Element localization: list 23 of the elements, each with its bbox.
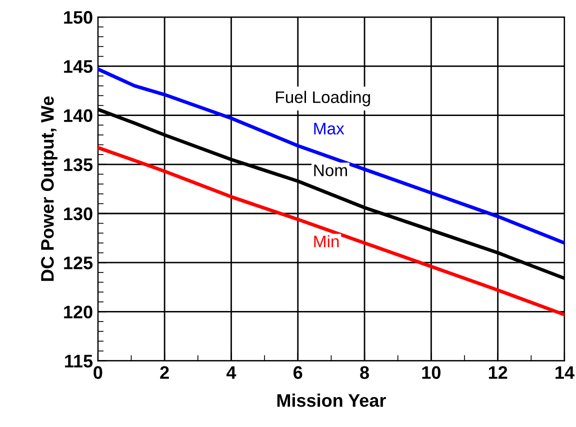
y-tick-label: 120 (64, 306, 92, 318)
x-tick-label: 2 (160, 366, 169, 379)
x-tick-label: 12 (488, 366, 508, 379)
y-tick-label: 130 (64, 207, 92, 220)
y-tick-label: 140 (64, 109, 92, 122)
series-label: Max (314, 122, 344, 134)
y-tick-label: 115 (65, 354, 93, 368)
y-axis-title: DC Power Output, We (41, 96, 58, 281)
x-tick-label: 6 (294, 366, 302, 379)
x-tick-label: 8 (360, 366, 369, 379)
y-tick-label: 150 (64, 11, 92, 24)
x-tick-label: 14 (556, 366, 574, 379)
x-axis-title: Mission Year (277, 394, 386, 407)
y-tick-label: 145 (64, 60, 93, 73)
x-tick-label: 4 (226, 366, 236, 379)
x-tick-label: 10 (422, 366, 440, 379)
series-label: Min (314, 235, 339, 248)
legend-title: Fuel Loading (276, 90, 370, 106)
y-tick-label: 135 (64, 158, 93, 172)
line-series (98, 146, 564, 316)
x-tick-label: 0 (94, 366, 102, 379)
series-label: Nom (314, 164, 347, 176)
y-tick-label: 125 (64, 256, 93, 270)
